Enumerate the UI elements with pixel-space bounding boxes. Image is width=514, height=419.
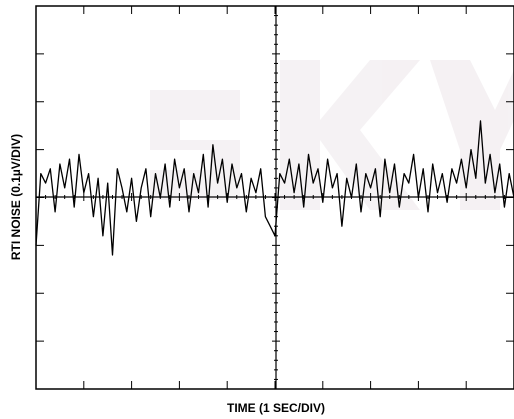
watermark-shape-s [150, 90, 240, 200]
tick-marks [36, 6, 514, 389]
y-axis-label: RTI NOISE (0.1µV/DIV) [9, 134, 23, 260]
noise-trace-series [35, 120, 514, 256]
x-axis-label: TIME (1 SEC/DIV) [227, 401, 325, 415]
watermark-shape-k [280, 60, 420, 210]
trace-layer [35, 120, 514, 256]
watermark-shape-y [430, 60, 514, 210]
